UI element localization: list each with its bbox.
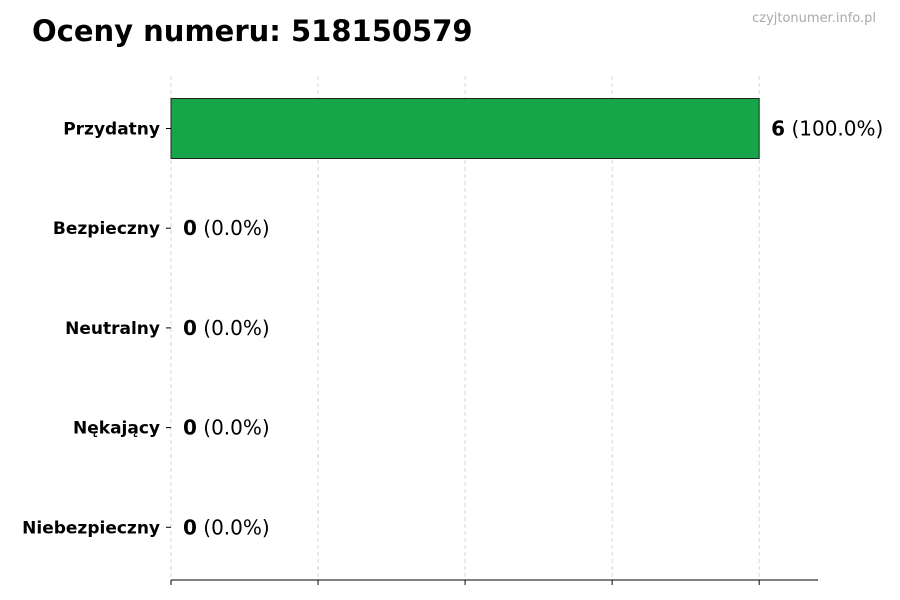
data-label-count: 0 bbox=[183, 416, 197, 440]
data-label: 0 (0.0%) bbox=[183, 216, 270, 240]
chart-title: Oceny numeru: 518150579 bbox=[32, 14, 473, 48]
data-label-count: 6 bbox=[771, 117, 785, 141]
data-label: 0 (0.0%) bbox=[183, 416, 270, 440]
data-label-count: 0 bbox=[183, 316, 197, 340]
data-label: 0 (0.0%) bbox=[183, 316, 270, 340]
data-label-percent: (0.0%) bbox=[197, 316, 270, 340]
data-label-count: 0 bbox=[183, 216, 197, 240]
data-label-percent: (0.0%) bbox=[197, 515, 270, 539]
y-tick-label: Neutralny bbox=[65, 319, 160, 339]
y-tick-label: Nękający bbox=[73, 419, 160, 439]
data-label-percent: (100.0%) bbox=[785, 117, 883, 141]
data-label-count: 0 bbox=[183, 515, 197, 539]
data-label: 0 (0.0%) bbox=[183, 515, 270, 539]
data-label-percent: (0.0%) bbox=[197, 416, 270, 440]
data-label-percent: (0.0%) bbox=[197, 216, 270, 240]
y-tick-label: Bezpieczny bbox=[53, 219, 160, 239]
y-tick-label: Niebezpieczny bbox=[22, 518, 160, 538]
data-label: 6 (100.0%) bbox=[771, 117, 883, 141]
y-tick-label: Przydatny bbox=[63, 120, 160, 140]
bar bbox=[170, 98, 760, 159]
watermark: czyjtonumer.info.pl bbox=[752, 11, 876, 26]
